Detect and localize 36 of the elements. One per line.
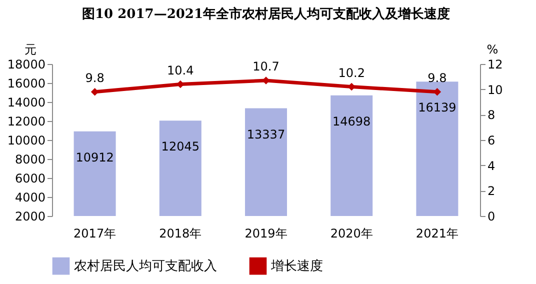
y-tick-label: 10000 <box>7 134 46 148</box>
y2-tick-label: 12 <box>488 58 503 72</box>
data-label: 14698 <box>332 114 371 128</box>
data-label: 9.8 <box>85 70 104 85</box>
y-tick-label: 14000 <box>7 96 46 110</box>
y2-tick-label: 10 <box>488 82 503 97</box>
data-label: 10.2 <box>338 66 365 80</box>
y-tick-label: 6000 <box>14 172 46 186</box>
data-label: 10.7 <box>252 59 280 74</box>
data-label: 12045 <box>161 140 200 154</box>
x-tick-label: 2021年 <box>416 226 458 240</box>
y-tick-label: 8000 <box>14 152 46 166</box>
y-tick-label: 16000 <box>7 76 46 90</box>
y2-tick-label: 2 <box>488 184 496 198</box>
y-tick-label: 18000 <box>7 58 46 72</box>
data-label: 10912 <box>76 150 114 164</box>
data-label: 13337 <box>246 127 286 142</box>
chart-title: 图10 2017—2021年全市农村居民人均可支配收入及增长速度 <box>82 6 450 22</box>
y2-tick-label: 6 <box>488 134 496 148</box>
legend-label: 增长速度 <box>270 258 323 274</box>
x-tick-label: 2018年 <box>159 226 202 240</box>
y-tick-label: 2000 <box>14 210 46 224</box>
y2-axis-title: % <box>486 42 498 56</box>
x-tick-label: 2019年 <box>244 226 288 240</box>
y-tick-label: 12000 <box>7 114 46 128</box>
y2-tick-label: 4 <box>488 158 496 173</box>
y2-tick-label: 8 <box>488 108 496 122</box>
y-tick-label: 4000 <box>14 190 46 204</box>
data-label: 10.4 <box>167 63 194 78</box>
y2-tick-label: 0 <box>488 210 496 224</box>
x-tick-label: 2017年 <box>74 226 116 240</box>
x-tick-label: 2020年 <box>330 226 373 240</box>
data-label: 9.8 <box>428 70 447 85</box>
legend-label: 农村居民人均可支配收入 <box>74 259 217 274</box>
data-label: 16139 <box>418 100 456 115</box>
y-axis-title: 元 <box>24 42 36 56</box>
